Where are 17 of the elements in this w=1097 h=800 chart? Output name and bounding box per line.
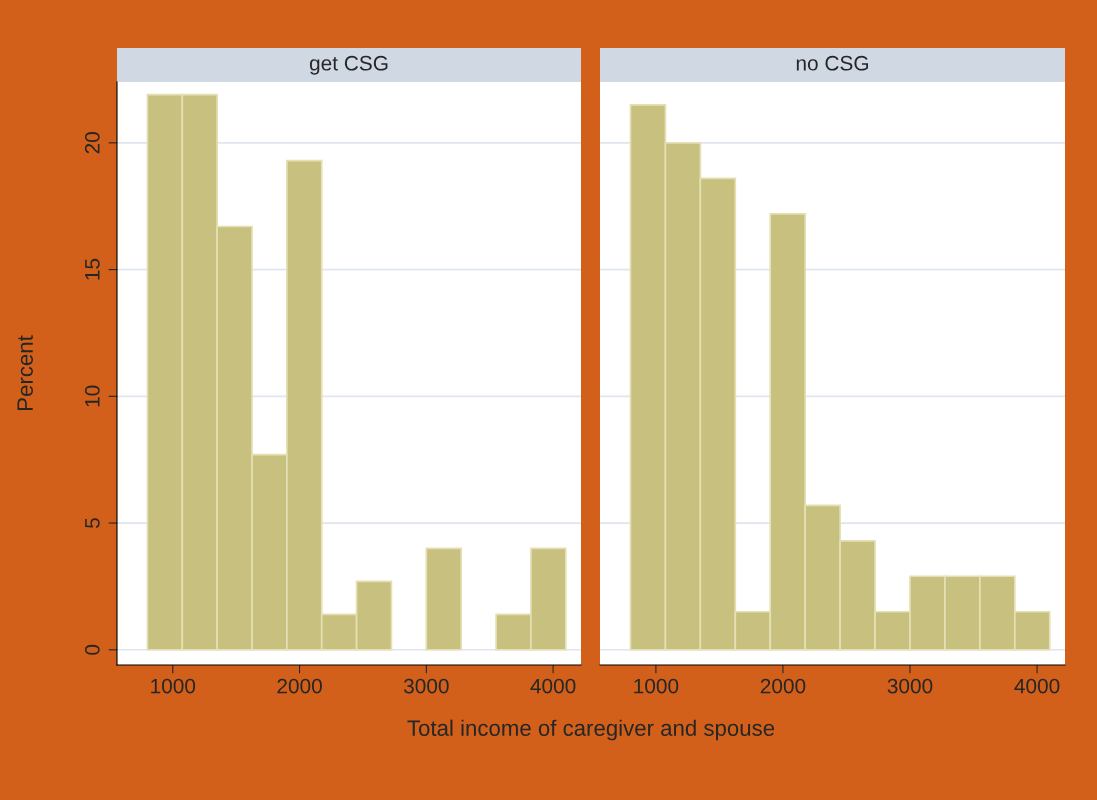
x-tick-label: 4000 bbox=[530, 678, 576, 694]
chart-title: get CSG bbox=[309, 55, 388, 75]
x-tick-label: 2000 bbox=[277, 678, 322, 694]
y-tick-label: 10 bbox=[84, 385, 100, 407]
y-tick-label: 0 bbox=[84, 644, 100, 655]
x-tick-label: 2000 bbox=[760, 678, 806, 694]
x-tick-label: 1000 bbox=[634, 678, 679, 694]
x-tick-label: 4000 bbox=[1014, 678, 1060, 694]
y-axis-title: Percent bbox=[17, 335, 33, 410]
x-tick-label: 3000 bbox=[887, 678, 933, 694]
y-tick-label: 15 bbox=[85, 258, 100, 280]
y-tick-label: 20 bbox=[84, 132, 100, 154]
x-axis-title: Total income of caregiver and spouse bbox=[407, 719, 775, 741]
x-tick-label: 3000 bbox=[403, 678, 449, 694]
x-tick-label: 1000 bbox=[151, 678, 196, 694]
chart-title: no CSG bbox=[796, 55, 868, 71]
y-tick-label: 5 bbox=[85, 518, 100, 529]
